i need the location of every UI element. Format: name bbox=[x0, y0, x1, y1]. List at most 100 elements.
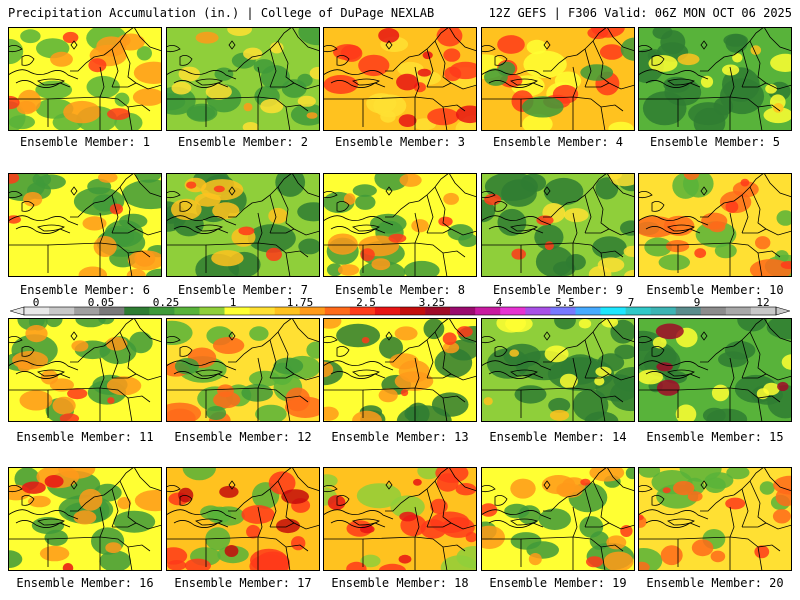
border-line bbox=[434, 40, 452, 84]
precip-blob bbox=[49, 378, 74, 392]
precip-blob bbox=[370, 213, 407, 234]
precip-map bbox=[323, 27, 477, 131]
border-line bbox=[70, 345, 105, 363]
panel-frame bbox=[481, 27, 635, 131]
precip-map bbox=[638, 318, 792, 422]
border-line bbox=[494, 55, 508, 66]
precip-blob bbox=[443, 192, 459, 205]
precip-blob bbox=[378, 28, 400, 43]
member-caption: Ensemble Member: 14 bbox=[489, 430, 627, 444]
precip-blob bbox=[326, 263, 343, 277]
precip-blob bbox=[564, 208, 589, 223]
border-line bbox=[21, 495, 35, 506]
border-line bbox=[572, 387, 606, 422]
precip-blob bbox=[388, 233, 407, 243]
precip-blob bbox=[655, 323, 684, 340]
border-line bbox=[330, 520, 386, 528]
border-line bbox=[572, 506, 578, 538]
colorbar-swatch bbox=[199, 307, 225, 315]
precip-map bbox=[481, 173, 635, 277]
precip-map bbox=[638, 27, 792, 131]
border-line bbox=[277, 480, 295, 524]
panel-frame bbox=[166, 173, 320, 277]
precip-map bbox=[481, 318, 635, 422]
colorbar-swatch bbox=[425, 307, 451, 315]
station-marker bbox=[70, 480, 78, 490]
border-line bbox=[285, 104, 309, 112]
precip-blob bbox=[336, 323, 381, 348]
colorbar-swatch bbox=[400, 307, 426, 315]
colorbar-frame bbox=[23, 306, 777, 316]
precip-blob bbox=[270, 42, 284, 54]
precip-blob bbox=[430, 498, 448, 514]
precip-blob bbox=[71, 340, 89, 352]
border-line bbox=[111, 48, 119, 88]
precip-blob bbox=[420, 519, 447, 539]
colorbar-swatch bbox=[675, 307, 702, 315]
precip-blob bbox=[98, 318, 115, 325]
precip-blob bbox=[394, 326, 418, 341]
border-line bbox=[269, 194, 277, 234]
map-panel bbox=[481, 318, 635, 422]
border-line bbox=[8, 360, 79, 371]
station-marker bbox=[228, 40, 236, 50]
border-line bbox=[543, 54, 578, 72]
precip-blob bbox=[656, 379, 680, 396]
border-line bbox=[179, 55, 193, 66]
precip-blob bbox=[422, 51, 433, 60]
border-line bbox=[651, 495, 665, 506]
border-line bbox=[127, 395, 151, 403]
precip-blob bbox=[481, 525, 505, 549]
precip-blob bbox=[660, 545, 683, 566]
border-line bbox=[742, 373, 792, 381]
border-line bbox=[257, 242, 291, 277]
precip-map bbox=[638, 467, 792, 571]
border-line bbox=[99, 96, 133, 131]
precip-blob bbox=[166, 86, 196, 115]
precip-blob bbox=[246, 524, 261, 539]
border-line bbox=[112, 522, 162, 530]
border-line bbox=[651, 55, 665, 66]
precip-blob bbox=[374, 173, 409, 191]
precip-blob bbox=[8, 173, 20, 184]
precip-blob bbox=[206, 406, 227, 420]
member-caption: Ensemble Member: 4 bbox=[492, 135, 624, 149]
precip-blob bbox=[268, 471, 296, 495]
colorbar-tick-label: 7 bbox=[627, 296, 635, 309]
border-line bbox=[277, 331, 295, 375]
border-line bbox=[15, 371, 71, 379]
precip-blob bbox=[595, 374, 635, 402]
precip-blob bbox=[249, 554, 290, 571]
precip-blob bbox=[63, 100, 101, 124]
border-line bbox=[426, 488, 434, 528]
precip-blob bbox=[62, 31, 79, 44]
border-line bbox=[651, 201, 665, 212]
precip-blob bbox=[638, 467, 661, 478]
precip-blob bbox=[624, 269, 635, 277]
border-line bbox=[448, 27, 477, 52]
precip-blob bbox=[683, 173, 700, 180]
precip-blob bbox=[544, 241, 554, 251]
border-line bbox=[645, 80, 701, 88]
border-line bbox=[667, 518, 695, 526]
border-line bbox=[195, 78, 223, 86]
border-line bbox=[414, 96, 448, 131]
precip-blob bbox=[638, 561, 650, 571]
map-panel bbox=[638, 318, 792, 422]
border-line bbox=[494, 201, 508, 212]
border-line bbox=[442, 104, 466, 112]
border-line bbox=[99, 387, 133, 422]
precip-blob bbox=[371, 258, 391, 271]
panel-frame bbox=[638, 318, 792, 422]
member-caption: Ensemble Member: 12 bbox=[174, 430, 312, 444]
precip-blob bbox=[366, 93, 397, 114]
precip-blob bbox=[725, 200, 739, 213]
precip-blob bbox=[323, 406, 339, 421]
precip-blob bbox=[355, 194, 376, 210]
border-line bbox=[729, 66, 735, 98]
precip-blob bbox=[98, 173, 118, 183]
colorbar-min-arrow bbox=[10, 306, 25, 316]
station-marker bbox=[543, 186, 551, 196]
border-line bbox=[285, 395, 309, 403]
border-line bbox=[434, 331, 452, 375]
